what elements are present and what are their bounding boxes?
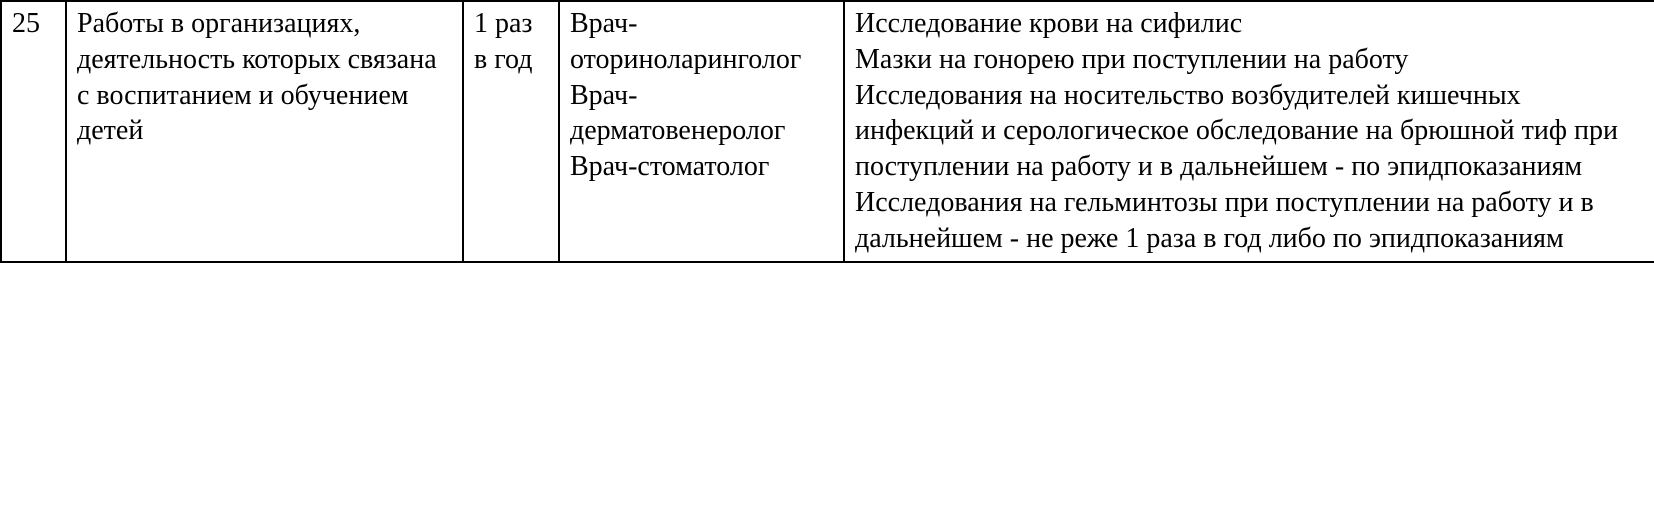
row-number-cell: 25	[1, 1, 66, 262]
examinations-cell: Исследование крови на сифилис Мазки на г…	[844, 1, 1654, 262]
work-type-cell: Работы в организациях, деятельность кото…	[66, 1, 463, 262]
periodicity-cell: 1 раз в год	[463, 1, 559, 262]
specialists-text: Врач-оториноларинголог Врач-дерматовенер…	[570, 8, 801, 182]
medical-exam-table: 25 Работы в организациях, деятельность к…	[0, 0, 1654, 263]
examinations-text: Исследование крови на сифилис Мазки на г…	[855, 8, 1618, 254]
periodicity-text: 1 раз в год	[474, 8, 533, 75]
table-row: 25 Работы в организациях, деятельность к…	[1, 1, 1654, 262]
work-type-text: Работы в организациях, деятельность кото…	[77, 8, 437, 146]
specialists-cell: Врач-оториноларинголог Врач-дерматовенер…	[559, 1, 844, 262]
row-number: 25	[12, 8, 40, 39]
